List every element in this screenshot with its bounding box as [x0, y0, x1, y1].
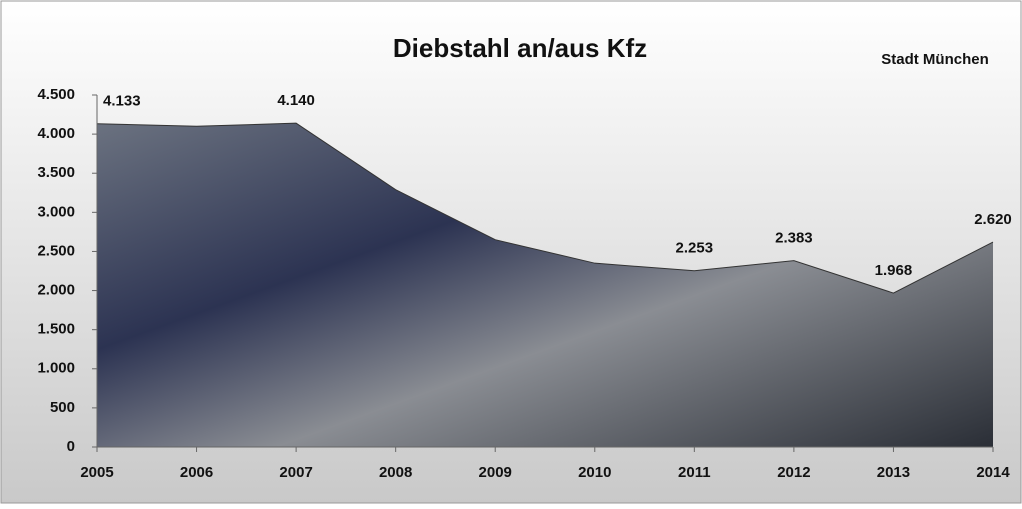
x-tick-label: 2013 — [877, 464, 910, 481]
y-tick-label: 4.000 — [37, 125, 75, 142]
y-tick-label: 4.500 — [37, 86, 75, 103]
y-tick-label: 2.000 — [37, 282, 75, 299]
y-tick-label: 2.500 — [37, 242, 75, 259]
chart-title: Diebstahl an/aus Kfz — [393, 33, 647, 63]
data-label: 1.968 — [875, 262, 913, 279]
y-tick-label: 1.500 — [37, 321, 75, 338]
x-tick-label: 2010 — [578, 464, 611, 481]
x-tick-label: 2012 — [777, 464, 810, 481]
data-label: 2.253 — [676, 240, 714, 257]
y-tick-label: 3.000 — [37, 203, 75, 220]
chart: Diebstahl an/aus Kfz Stadt München 4.133… — [0, 0, 1022, 504]
y-tick-label: 3.500 — [37, 164, 75, 181]
y-tick-label: 0 — [67, 438, 75, 455]
x-tick-label: 2011 — [678, 464, 711, 481]
data-label: 4.133 — [103, 93, 141, 110]
x-tick-label: 2006 — [180, 464, 213, 481]
x-tick-label: 2007 — [279, 464, 312, 481]
x-tick-label: 2009 — [479, 464, 512, 481]
chart-subtitle: Stadt München — [881, 51, 989, 68]
x-tick-label: 2008 — [379, 464, 412, 481]
x-tick-label: 2005 — [80, 464, 113, 481]
y-tick-label: 1.000 — [37, 360, 75, 377]
y-tick-label: 500 — [50, 399, 75, 416]
x-tick-label: 2014 — [976, 464, 1010, 481]
data-label: 2.620 — [974, 211, 1012, 228]
data-label: 4.140 — [277, 92, 315, 109]
data-label: 2.383 — [775, 230, 813, 247]
